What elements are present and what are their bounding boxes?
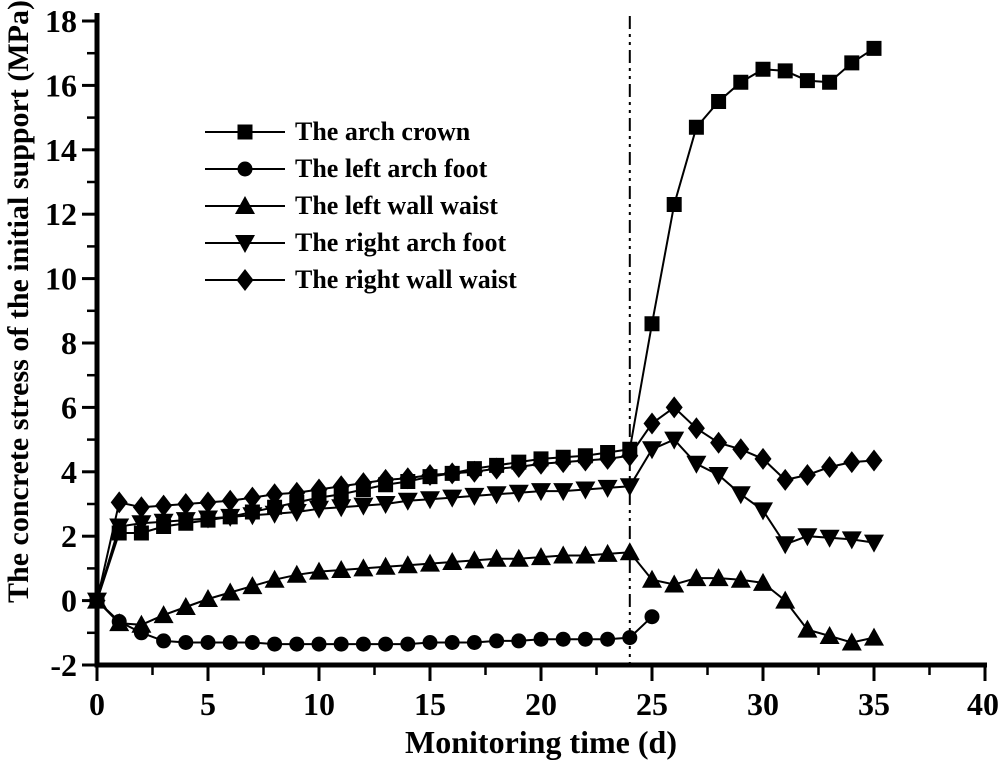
legend-marker-diamond-icon <box>236 268 254 291</box>
legend-key <box>205 268 285 291</box>
legend-row: The arch crown <box>203 113 517 150</box>
legend-marker-square-icon <box>237 124 253 139</box>
x-tick-label: 35 <box>858 686 890 722</box>
series-line-the-left-wall-waist <box>96 551 875 644</box>
y-tick-label: -2 <box>50 647 77 683</box>
y-tick-label: 4 <box>61 454 77 490</box>
x-tick-label: 0 <box>89 686 105 722</box>
legend-row: The left arch foot <box>203 150 517 187</box>
legend-row: The left wall waist <box>203 187 517 224</box>
legend-key <box>205 161 285 176</box>
x-tick-label: 20 <box>525 686 557 722</box>
legend-label: The arch crown <box>295 117 471 146</box>
y-tick-label: 8 <box>61 325 77 361</box>
legend-marker-circle-icon <box>237 161 253 176</box>
legend-row: The right wall waist <box>203 261 517 298</box>
y-tick-label: 0 <box>61 583 77 619</box>
x-tick-label: 5 <box>200 686 216 722</box>
legend-marker-triangle-down-icon <box>235 234 255 253</box>
y-tick-label: 2 <box>61 518 77 554</box>
legend-label: The right wall waist <box>295 265 517 294</box>
legend-marker-triangle-up-icon <box>235 195 255 214</box>
legend-label: The left arch foot <box>295 154 488 183</box>
legend-label: The right arch foot <box>295 228 507 257</box>
x-tick-label: 25 <box>636 686 668 722</box>
y-tick-label: 12 <box>45 196 77 232</box>
x-tick-label: 30 <box>747 686 779 722</box>
legend: The arch crown The left arch foot The le… <box>203 113 517 298</box>
series-markers-the-left-wall-waist <box>87 542 884 651</box>
legend-key <box>205 124 285 139</box>
legend-row: The right arch foot <box>203 224 517 261</box>
y-tick-label: 6 <box>61 389 77 425</box>
legend-key <box>205 234 285 253</box>
legend-key <box>205 195 285 214</box>
y-tick-label: 18 <box>45 3 77 39</box>
x-tick-label: 10 <box>303 686 335 722</box>
legend-label: The left wall waist <box>295 191 498 220</box>
x-tick-label: 40 <box>967 686 999 722</box>
series-markers-the-left-arch-foot <box>89 593 660 652</box>
x-axis-title: Monitoring time (d) <box>405 724 677 760</box>
y-tick-label: 16 <box>45 67 77 103</box>
x-tick-label: 15 <box>414 686 446 722</box>
y-tick-label: 14 <box>45 132 77 168</box>
y-tick-label: 10 <box>45 261 77 297</box>
